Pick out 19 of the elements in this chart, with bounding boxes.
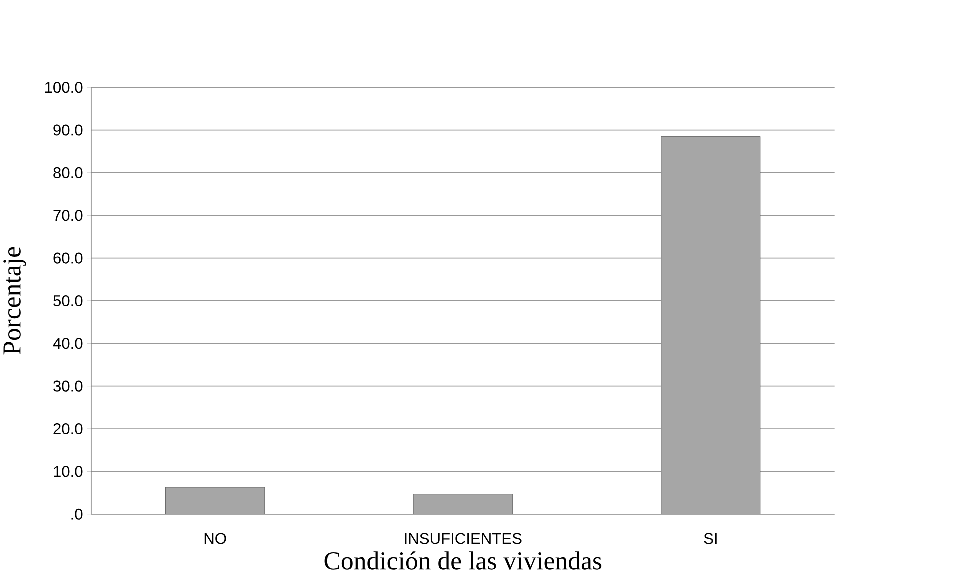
bar [413, 494, 513, 514]
y-tick-label: 90.0 [54, 124, 83, 136]
x-tick-label: NO [204, 533, 226, 544]
y-tick-label: 30.0 [54, 380, 83, 392]
y-axis-title: Porcentaje [4, 247, 26, 354]
y-tick-label: 70.0 [54, 210, 83, 221]
y-tick-label: 100.0 [45, 82, 83, 93]
bar [661, 136, 761, 514]
y-tick-label: 20.0 [54, 423, 83, 434]
bar [166, 487, 266, 514]
y-tick-label: 50.0 [54, 295, 83, 306]
y-tick-label: 40.0 [53, 338, 83, 349]
y-tick-label: 10.0 [54, 466, 83, 478]
x-tick-label: SI [704, 533, 717, 544]
y-tick-label: 80.0 [54, 167, 83, 178]
x-axis-title: Condición de las viviendas [324, 551, 602, 570]
y-tick-label: .0 [72, 508, 83, 520]
x-tick-label: INSUFICIENTES [405, 533, 522, 544]
y-tick-label: 60.0 [54, 252, 83, 264]
